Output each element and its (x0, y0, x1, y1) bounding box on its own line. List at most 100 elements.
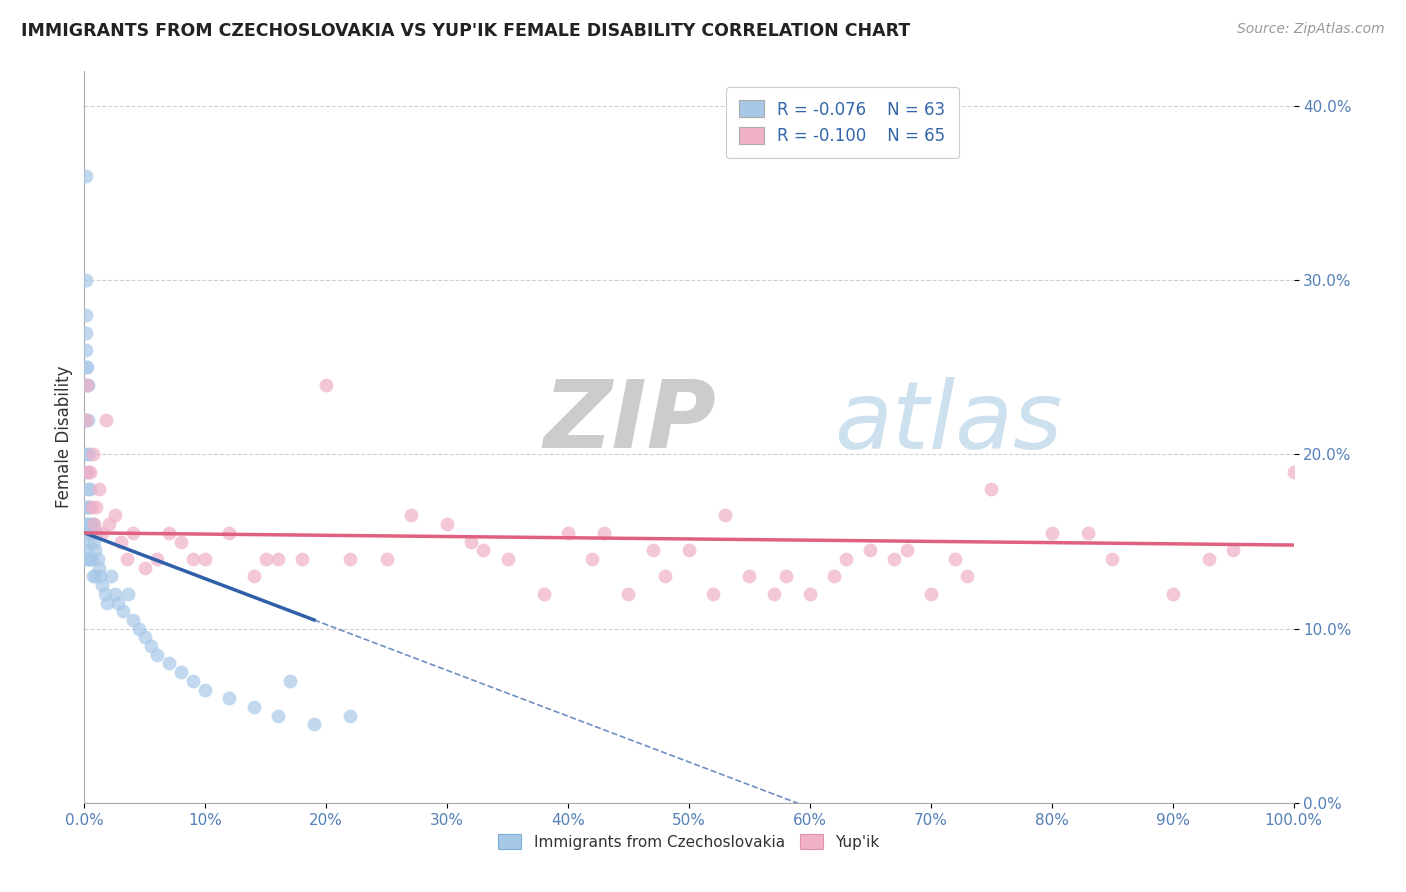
Point (75, 343, 97, 357)
Point (79, 517, 101, 532)
Point (79, 465, 101, 479)
Point (859, 543, 882, 558)
Point (76, 448, 98, 462)
Point (76, 377, 98, 392)
Point (315, 377, 337, 392)
Point (82, 448, 104, 462)
Point (77, 534, 100, 549)
Point (980, 483, 1002, 497)
Point (242, 700, 264, 714)
Point (75, 326, 97, 340)
Point (1077, 525, 1099, 540)
Point (157, 657, 180, 671)
Point (146, 552, 169, 566)
Point (96, 595, 118, 609)
Point (641, 543, 664, 558)
Point (617, 587, 640, 601)
Point (121, 525, 143, 540)
Point (170, 665, 193, 680)
Point (104, 587, 127, 601)
Point (75, 273, 97, 287)
Point (77, 448, 100, 462)
Point (75, 360, 97, 375)
Point (91, 525, 114, 540)
Point (291, 552, 314, 566)
Point (557, 525, 579, 540)
Point (79, 552, 101, 566)
Point (112, 604, 135, 618)
Text: IMMIGRANTS FROM CZECHOSLOVAKIA VS YUP'IK FEMALE DISABILITY CORRELATION CHART: IMMIGRANTS FROM CZECHOSLOVAKIA VS YUP'IK… (21, 22, 910, 40)
Point (128, 622, 150, 636)
Point (77, 483, 100, 497)
Point (714, 508, 737, 523)
Point (496, 552, 519, 566)
Point (97, 517, 120, 532)
Point (80, 517, 103, 532)
Point (436, 517, 458, 532)
Point (76, 543, 98, 558)
Point (77, 552, 100, 566)
Point (218, 691, 240, 706)
Point (110, 534, 132, 549)
Point (75, 412, 97, 426)
Point (823, 569, 845, 583)
Point (82, 569, 104, 583)
Point (87, 560, 110, 574)
Point (194, 552, 217, 566)
Text: Source: ZipAtlas.com: Source: ZipAtlas.com (1237, 22, 1385, 37)
Point (75, 308, 97, 322)
Point (84, 569, 107, 583)
Point (121, 613, 143, 627)
Point (80, 552, 103, 566)
Point (581, 552, 603, 566)
Point (77, 465, 100, 479)
Point (75, 169, 97, 183)
Point (678, 543, 700, 558)
Point (775, 569, 797, 583)
Point (835, 552, 858, 566)
Text: atlas: atlas (834, 377, 1063, 468)
Point (117, 587, 139, 601)
Point (75, 465, 97, 479)
Point (1101, 552, 1123, 566)
Point (86, 552, 108, 566)
Y-axis label: Female Disability: Female Disability (55, 366, 73, 508)
Point (82, 517, 104, 532)
Point (242, 569, 264, 583)
Point (254, 552, 277, 566)
Point (80, 500, 103, 514)
Point (533, 587, 555, 601)
Point (1198, 552, 1220, 566)
Point (83, 517, 105, 532)
Point (104, 508, 127, 523)
Point (799, 587, 821, 601)
Point (194, 682, 217, 697)
Point (399, 508, 422, 523)
Point (146, 648, 169, 662)
Point (76, 552, 98, 566)
Point (94, 412, 117, 426)
Point (139, 639, 162, 653)
Point (83, 534, 105, 549)
Point (86, 500, 108, 514)
Point (89, 569, 111, 583)
Text: ZIP: ZIP (544, 376, 717, 468)
Point (181, 552, 204, 566)
Point (956, 569, 979, 583)
Point (654, 569, 676, 583)
Point (702, 587, 724, 601)
Point (738, 569, 761, 583)
Point (267, 708, 290, 723)
Point (94, 587, 117, 601)
Point (79, 483, 101, 497)
Point (883, 552, 905, 566)
Point (77, 500, 100, 514)
Point (896, 543, 918, 558)
Point (91, 578, 114, 592)
Point (1161, 587, 1184, 601)
Point (115, 552, 138, 566)
Point (218, 525, 240, 540)
Point (762, 587, 785, 601)
Point (170, 534, 193, 549)
Point (339, 552, 361, 566)
